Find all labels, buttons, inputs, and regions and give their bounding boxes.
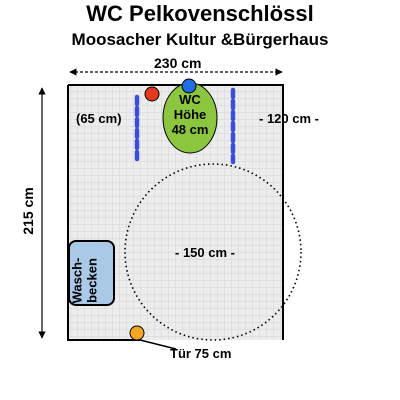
toilet-label: WC Höhe 48 cm <box>171 92 209 137</box>
left-clearance-label: (65 cm) <box>76 111 122 126</box>
room-wall <box>67 84 284 341</box>
diagram-subtitle: Moosacher Kultur &Bürgerhaus <box>71 30 329 49</box>
turning-circle <box>124 163 302 341</box>
door-label: Tür 75 cm <box>170 346 232 361</box>
sink <box>68 240 115 306</box>
sink-label: Wasch- becken <box>69 257 100 304</box>
marker-blue <box>181 78 197 94</box>
turning-circle-label: - 150 cm - <box>175 245 235 260</box>
right-clearance-label: - 120 cm - <box>259 111 319 126</box>
door-opening <box>139 339 177 350</box>
width-label: 230 cm <box>152 55 204 71</box>
marker-red <box>144 86 160 102</box>
marker-orange <box>129 325 145 341</box>
height-label: 215 cm <box>20 181 36 241</box>
diagram-title: WC Pelkovenschlössl <box>86 1 314 26</box>
